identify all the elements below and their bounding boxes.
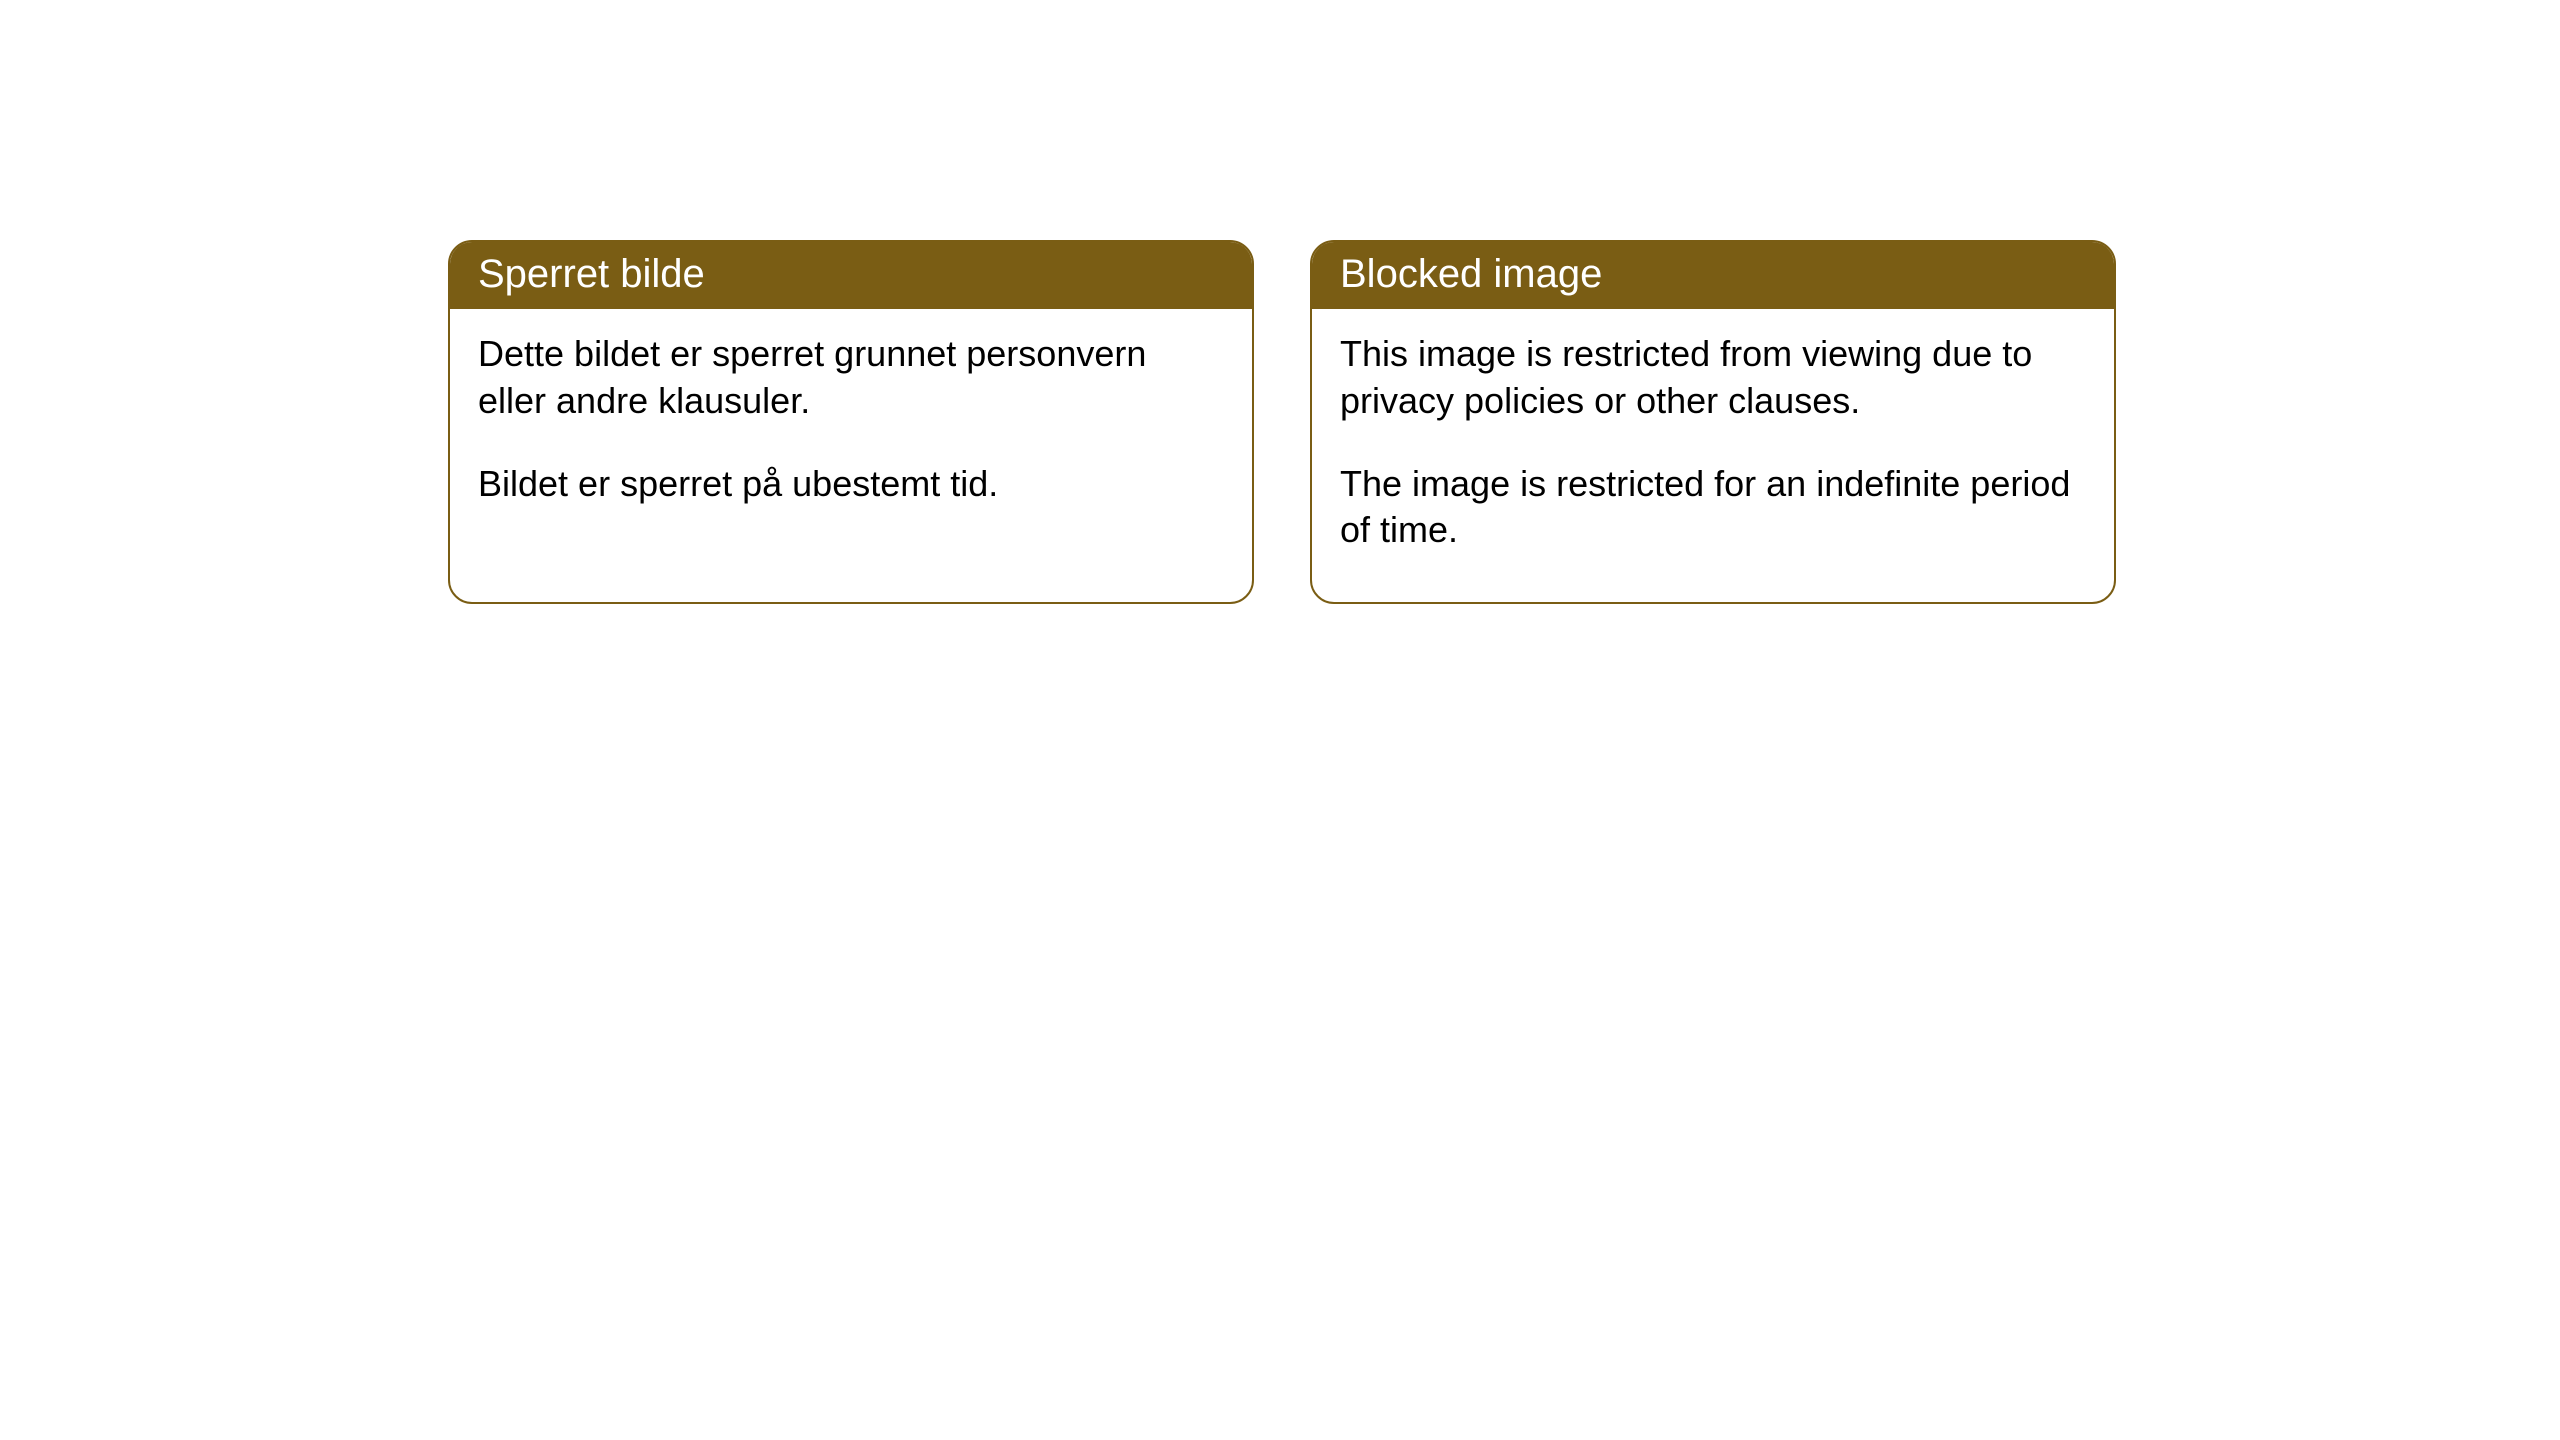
card-paragraph: Dette bildet er sperret grunnet personve…	[478, 331, 1224, 425]
card-title: Blocked image	[1340, 252, 1602, 296]
notice-card-english: Blocked image This image is restricted f…	[1310, 240, 2116, 604]
card-header: Blocked image	[1312, 242, 2114, 309]
notice-cards-container: Sperret bilde Dette bildet er sperret gr…	[448, 240, 2116, 604]
card-paragraph: Bildet er sperret på ubestemt tid.	[478, 461, 1224, 508]
notice-card-norwegian: Sperret bilde Dette bildet er sperret gr…	[448, 240, 1254, 604]
card-header: Sperret bilde	[450, 242, 1252, 309]
card-body: Dette bildet er sperret grunnet personve…	[450, 309, 1252, 555]
card-body: This image is restricted from viewing du…	[1312, 309, 2114, 602]
card-title: Sperret bilde	[478, 252, 705, 296]
card-paragraph: This image is restricted from viewing du…	[1340, 331, 2086, 425]
card-paragraph: The image is restricted for an indefinit…	[1340, 461, 2086, 555]
